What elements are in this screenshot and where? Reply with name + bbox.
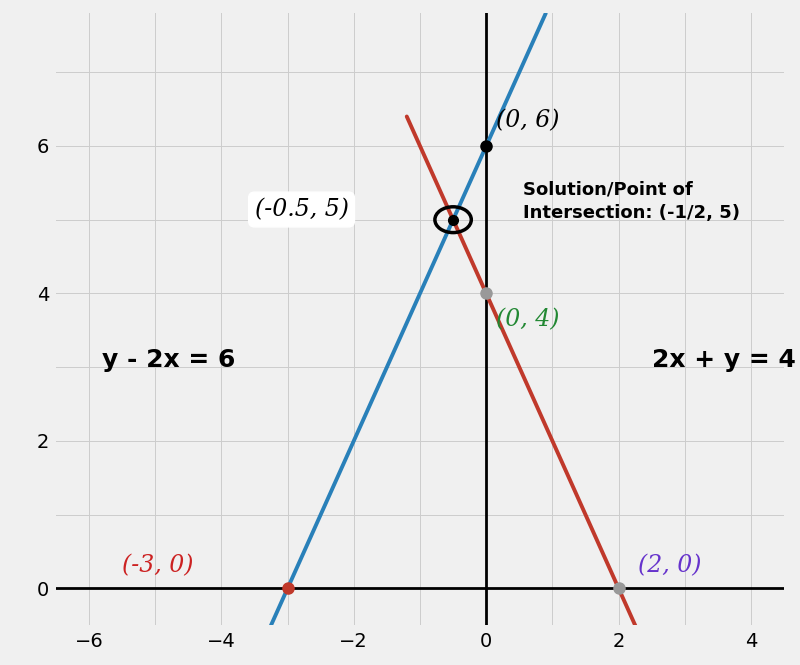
Text: (-3, 0): (-3, 0) <box>122 554 194 577</box>
Text: Solution/Point of
Intersection: (-1/2, 5): Solution/Point of Intersection: (-1/2, 5… <box>522 180 739 222</box>
Text: y - 2x = 6: y - 2x = 6 <box>102 348 236 372</box>
Text: (2, 0): (2, 0) <box>638 554 702 577</box>
Text: (0, 4): (0, 4) <box>496 309 560 332</box>
Text: (0, 6): (0, 6) <box>496 110 560 132</box>
Text: 2x + y = 4: 2x + y = 4 <box>652 348 795 372</box>
Text: (-0.5, 5): (-0.5, 5) <box>254 198 349 221</box>
